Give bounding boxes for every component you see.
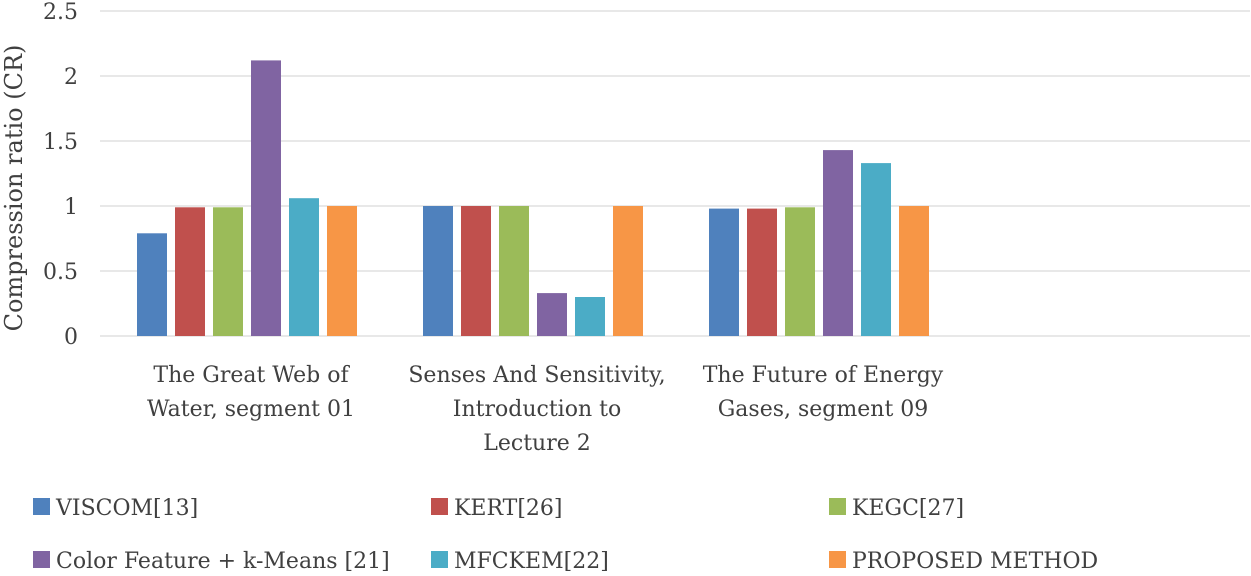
legend-label-3: Color Feature + k-Means [21] <box>56 549 390 574</box>
y-tick-label: 1.5 <box>43 130 78 155</box>
x-axis-categories: The Great Web of Water, segment 01 Senses … <box>147 363 944 456</box>
bar-series-5-cat-1 <box>613 206 643 336</box>
y-axis-label: Compression ratio (CR) <box>0 45 28 332</box>
legend: VISCOM[13] KERT[26] KEGC[27] Color Feature … <box>33 496 1098 574</box>
x-category-label: Water, segment 01 <box>147 397 355 422</box>
y-axis-ticks: 0 0.5 1 1.5 2 2.5 <box>43 0 78 350</box>
bar-series-2-cat-0 <box>213 207 243 336</box>
bar-series-0-cat-1 <box>423 206 453 336</box>
x-category-label: The Future of Energy <box>703 363 944 388</box>
bar-series-4-cat-1 <box>575 297 605 336</box>
y-tick-label: 1 <box>64 195 78 220</box>
x-category-label: Senses And Sensitivity, <box>408 363 665 388</box>
x-category-label: Introduction to <box>453 397 621 422</box>
x-category-label: Lecture 2 <box>483 431 591 456</box>
legend-label-0: VISCOM[13] <box>55 496 198 521</box>
legend-label-4: MFCKEM[22] <box>454 549 609 574</box>
x-category-label: Gases, segment 09 <box>718 397 929 422</box>
x-category-label: The Great Web of <box>153 363 350 388</box>
bars <box>137 60 929 337</box>
legend-label-1: KERT[26] <box>454 496 563 521</box>
bar-series-0-cat-2 <box>709 208 739 336</box>
bar-series-4-cat-2 <box>861 163 891 336</box>
y-tick-label: 2.5 <box>43 0 78 25</box>
legend-swatch-1 <box>431 498 448 515</box>
bar-series-1-cat-1 <box>461 206 491 336</box>
bar-series-3-cat-2 <box>823 150 853 336</box>
legend-swatch-0 <box>33 498 50 515</box>
bar-series-1-cat-0 <box>175 207 205 336</box>
legend-swatch-3 <box>33 551 50 568</box>
bar-series-1-cat-2 <box>747 208 777 336</box>
bar-series-4-cat-0 <box>289 198 319 336</box>
bar-series-0-cat-0 <box>137 233 167 336</box>
legend-label-2: KEGC[27] <box>852 496 964 521</box>
legend-swatch-5 <box>829 551 846 568</box>
legend-swatch-2 <box>829 498 846 515</box>
legend-label-5: PROPOSED METHOD <box>852 549 1098 574</box>
y-tick-label: 0 <box>64 325 78 350</box>
bar-series-2-cat-1 <box>499 206 529 336</box>
bar-series-5-cat-0 <box>327 206 357 336</box>
y-tick-label: 0.5 <box>43 260 78 285</box>
y-tick-label: 2 <box>64 65 78 90</box>
bar-series-2-cat-2 <box>785 207 815 336</box>
legend-swatch-4 <box>431 551 448 568</box>
bar-series-3-cat-1 <box>537 293 567 336</box>
bar-series-5-cat-2 <box>899 206 929 336</box>
bar-series-3-cat-0 <box>251 60 281 337</box>
